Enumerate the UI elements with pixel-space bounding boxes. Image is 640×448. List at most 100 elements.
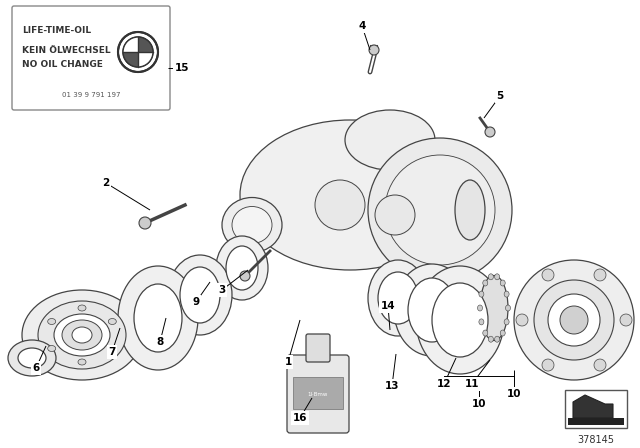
Ellipse shape: [408, 278, 456, 342]
Circle shape: [118, 32, 158, 72]
Ellipse shape: [134, 284, 182, 352]
Ellipse shape: [488, 336, 493, 342]
Ellipse shape: [483, 330, 488, 336]
Text: 1l·Bmw: 1l·Bmw: [308, 392, 328, 396]
Circle shape: [514, 260, 634, 380]
Polygon shape: [138, 37, 153, 52]
Circle shape: [548, 294, 600, 346]
Ellipse shape: [345, 110, 435, 170]
Bar: [568, 418, 624, 425]
Text: 9: 9: [193, 297, 200, 307]
Circle shape: [123, 37, 153, 67]
Circle shape: [368, 138, 512, 282]
Ellipse shape: [495, 274, 500, 280]
Text: 4: 4: [358, 21, 365, 31]
FancyBboxPatch shape: [306, 334, 330, 362]
Bar: [565, 390, 627, 428]
Ellipse shape: [477, 305, 483, 311]
Circle shape: [516, 314, 528, 326]
Ellipse shape: [500, 280, 505, 286]
Ellipse shape: [240, 120, 460, 270]
Ellipse shape: [72, 327, 92, 343]
Polygon shape: [573, 395, 613, 418]
Text: KEIN ÖLWECHSEL: KEIN ÖLWECHSEL: [22, 46, 111, 55]
Ellipse shape: [368, 260, 428, 336]
Circle shape: [369, 45, 379, 55]
Bar: [613, 393, 623, 401]
Text: 16: 16: [292, 413, 307, 423]
Text: 3: 3: [218, 285, 226, 295]
Ellipse shape: [108, 345, 116, 352]
Ellipse shape: [226, 246, 258, 290]
Polygon shape: [138, 52, 153, 67]
Ellipse shape: [479, 291, 484, 297]
Text: 15: 15: [175, 63, 189, 73]
Text: 5: 5: [497, 91, 504, 101]
Text: 1: 1: [284, 357, 292, 367]
Text: 10: 10: [472, 399, 486, 409]
Ellipse shape: [78, 305, 86, 311]
Polygon shape: [123, 37, 138, 52]
Ellipse shape: [22, 290, 142, 380]
Circle shape: [542, 359, 554, 371]
Circle shape: [560, 306, 588, 334]
Text: 12: 12: [436, 379, 451, 389]
Text: 2: 2: [102, 178, 109, 188]
Ellipse shape: [78, 359, 86, 365]
Text: 01 39 9 791 197: 01 39 9 791 197: [61, 92, 120, 98]
Ellipse shape: [48, 345, 56, 352]
Ellipse shape: [108, 319, 116, 324]
Ellipse shape: [416, 266, 504, 374]
Text: 7: 7: [108, 347, 116, 357]
Ellipse shape: [495, 336, 500, 342]
FancyBboxPatch shape: [12, 6, 170, 110]
Ellipse shape: [504, 291, 509, 297]
Text: 13: 13: [385, 381, 399, 391]
Ellipse shape: [506, 305, 511, 311]
Ellipse shape: [222, 198, 282, 253]
Ellipse shape: [483, 280, 488, 286]
Polygon shape: [123, 52, 138, 67]
Ellipse shape: [232, 207, 272, 244]
Text: NO OIL CHANGE: NO OIL CHANGE: [22, 60, 103, 69]
Circle shape: [139, 217, 151, 229]
Ellipse shape: [480, 276, 508, 340]
Circle shape: [534, 280, 614, 360]
Circle shape: [315, 180, 365, 230]
Ellipse shape: [8, 340, 56, 376]
Ellipse shape: [54, 314, 110, 356]
Circle shape: [485, 127, 495, 137]
Circle shape: [542, 269, 554, 281]
Ellipse shape: [378, 272, 418, 324]
Ellipse shape: [38, 301, 126, 369]
Ellipse shape: [500, 330, 505, 336]
FancyBboxPatch shape: [287, 355, 349, 433]
Ellipse shape: [216, 236, 268, 300]
Text: 11: 11: [465, 379, 479, 389]
Ellipse shape: [504, 319, 509, 325]
Ellipse shape: [168, 255, 232, 335]
Text: 14: 14: [381, 301, 396, 311]
Ellipse shape: [48, 319, 56, 324]
Ellipse shape: [479, 319, 484, 325]
Text: 10: 10: [507, 389, 521, 399]
Circle shape: [620, 314, 632, 326]
FancyBboxPatch shape: [293, 377, 343, 409]
Ellipse shape: [455, 180, 485, 240]
Text: 378145: 378145: [577, 435, 614, 445]
Circle shape: [594, 269, 606, 281]
Text: LIFE-TIME-OIL: LIFE-TIME-OIL: [22, 26, 91, 35]
Circle shape: [594, 359, 606, 371]
Ellipse shape: [432, 283, 488, 357]
Ellipse shape: [394, 264, 470, 356]
Ellipse shape: [180, 267, 220, 323]
Text: 6: 6: [33, 363, 40, 373]
Circle shape: [385, 155, 495, 265]
Ellipse shape: [62, 320, 102, 350]
Circle shape: [240, 271, 250, 281]
Circle shape: [375, 195, 415, 235]
Ellipse shape: [18, 348, 46, 368]
Ellipse shape: [488, 274, 493, 280]
Text: 8: 8: [156, 337, 164, 347]
Ellipse shape: [118, 266, 198, 370]
